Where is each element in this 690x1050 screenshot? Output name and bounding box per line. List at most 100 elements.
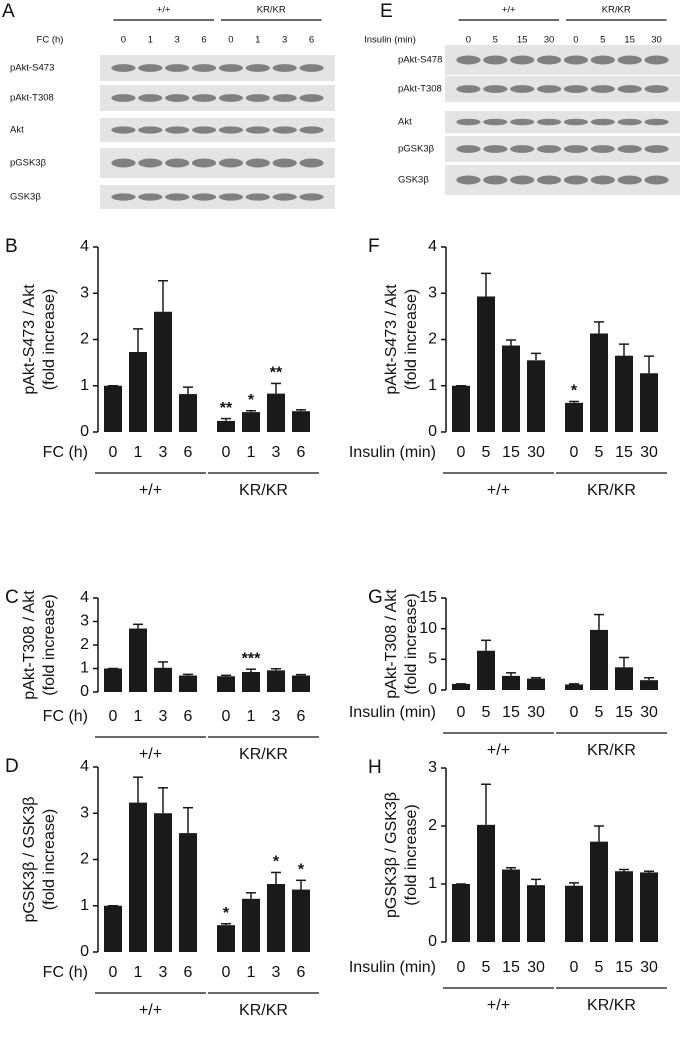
bar [640,872,658,942]
blot-band [644,118,669,126]
significance: * [273,854,280,871]
y-tick-label: 0 [80,423,89,440]
x-tick-label: 5 [482,959,491,976]
bar [590,333,608,432]
blot-band [590,175,615,185]
y-tick-label: 3 [80,284,89,301]
blot-band [299,126,324,134]
x-tick-label: 15 [502,444,520,461]
y-tick-label: 1 [428,875,437,892]
x-tick-label: 6 [184,708,193,725]
blot-band [111,193,136,201]
x-tick-label: 1 [247,444,256,461]
panel-letter: D [5,756,19,777]
x-tick-label: 15 [615,704,633,721]
panel-letter: B [5,236,18,257]
blot-time: 1 [255,35,260,46]
x-tick-label: 6 [184,964,193,981]
blot-band [299,158,324,168]
x-tick-label: 6 [297,708,306,725]
x-axis-label: Insulin (min) [349,959,436,976]
x-tick-label: 30 [640,444,658,461]
blot-time: 0 [466,35,471,46]
bar [565,885,583,942]
significance: * [298,862,305,879]
y-tick-label: 15 [419,589,437,606]
bar [477,296,495,432]
y-axis-label: pGSK3β / GSK3β [21,796,38,922]
blot-band [563,85,589,93]
blot-time: 15 [517,35,528,46]
blot-band [536,55,562,65]
bar [154,813,172,952]
blot-band [191,64,217,72]
blot-band [510,145,535,153]
blot-group-label: +/+ [157,5,171,16]
bar [267,393,285,432]
bar [242,412,260,432]
y-tick-label: 1 [80,897,89,914]
blot-band [218,193,244,201]
bar [217,676,235,692]
y-tick-label: 2 [428,817,437,834]
blot-time: 6 [201,35,206,46]
blot-band [617,118,642,126]
bar [615,871,633,942]
y-tick-label: 2 [80,636,89,653]
y-tick-label: 0 [80,683,89,700]
blot-band [510,55,535,65]
blot-group-label: +/+ [502,5,516,16]
blot-band [165,94,190,102]
bar [267,884,285,952]
bar [527,885,545,942]
blot-band [218,126,244,134]
blot-time: 6 [309,35,314,46]
blot-band [536,145,562,153]
blot-time: 5 [600,35,605,46]
blot-time: 3 [282,35,287,46]
x-tick-label: 1 [247,708,256,725]
blot-row-label: pAkt-S478 [398,55,442,66]
x-tick-label: 0 [570,444,579,461]
panel-letter: E [380,1,393,22]
x-tick-label: 5 [482,704,491,721]
x-tick-label: 5 [482,444,491,461]
blot-time-label: Insulin (min) [364,35,416,46]
bar [129,628,147,692]
group-label: KR/KR [239,1002,288,1019]
x-tick-label: 1 [134,708,143,725]
y-tick-label: 4 [428,238,437,255]
blot-band [590,85,615,93]
y-tick-label: 1 [80,377,89,394]
blot-band [456,85,481,93]
y-tick-label: 3 [428,284,437,301]
x-tick-label: 1 [134,444,143,461]
blot-band [563,145,589,153]
bar [452,683,470,690]
bar [104,905,122,952]
blot-time: 0 [573,35,578,46]
blot-row-label: GSK3β [10,192,41,203]
significance: * [571,383,578,400]
group-label: KR/KR [239,482,288,499]
group-label: +/+ [139,746,162,763]
x-tick-label: 0 [222,964,231,981]
y-tick-label: 4 [80,589,89,606]
blot-band [510,175,535,185]
y-axis-label: pAkt-S473 / Akt [21,284,38,395]
bar [565,684,583,690]
group-label: +/+ [139,482,162,499]
y-tick-label: 5 [428,651,437,668]
bar [179,394,197,432]
bar [179,833,197,952]
blot-time: 5 [493,35,498,46]
y-axis-label-sub: (fold increase) [403,804,420,905]
y-axis-label: pGSK3β / GSK3β [383,792,400,918]
blot-band [245,158,270,168]
blot-band [644,175,669,185]
blot-band [138,193,163,201]
group-label: +/+ [487,482,510,499]
y-axis-label: pAkt-T308 / Akt [383,589,400,699]
blot-band [456,175,481,185]
x-tick-label: 3 [159,708,168,725]
